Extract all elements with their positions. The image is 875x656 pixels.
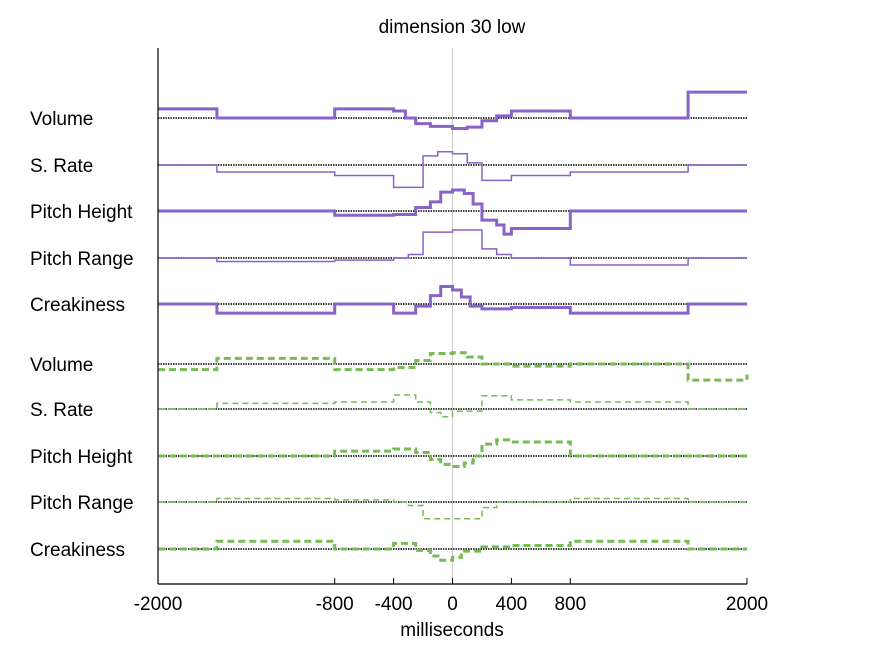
row-label: Volume <box>30 355 93 376</box>
x-tick-label: -800 <box>316 594 354 615</box>
row-label: Pitch Height <box>30 202 133 223</box>
series-line-lower-6 <box>158 394 747 418</box>
row-labels: Volume S. Rate Pitch Height Pitch Range Crea… <box>30 109 134 561</box>
x-tick-label: 800 <box>554 594 586 615</box>
series-line-lower-5 <box>158 351 749 382</box>
series-group <box>158 90 749 562</box>
row-label: Creakiness <box>30 540 125 561</box>
x-tick-label: 2000 <box>726 594 768 615</box>
series-line-lower-8 <box>158 497 747 520</box>
series-line-lower-7 <box>158 438 747 468</box>
series-line-upper-4 <box>158 285 747 315</box>
series-line-lower-9 <box>158 539 747 562</box>
chart-title: dimension 30 low <box>379 17 526 38</box>
row-label: Creakiness <box>30 295 125 316</box>
x-tick-label: 0 <box>447 594 458 615</box>
series-line-upper-3 <box>158 229 747 266</box>
x-axis-title: milliseconds <box>400 620 503 641</box>
series-line-upper-1 <box>158 150 747 189</box>
row-label: Pitch Range <box>30 249 134 270</box>
row-label: S. Rate <box>30 400 93 421</box>
row-label: Volume <box>30 109 93 130</box>
series-line-upper-0 <box>158 90 747 130</box>
series-line-upper-2 <box>158 188 747 236</box>
x-ticks: -2000 -800 -400 0 400 800 2000 <box>134 578 768 615</box>
x-tick-label: -2000 <box>134 594 183 615</box>
row-label: Pitch Range <box>30 493 134 514</box>
row-label: Pitch Height <box>30 447 133 468</box>
row-label: S. Rate <box>30 156 93 177</box>
x-tick-label: 400 <box>496 594 528 615</box>
x-tick-label: -400 <box>375 594 413 615</box>
